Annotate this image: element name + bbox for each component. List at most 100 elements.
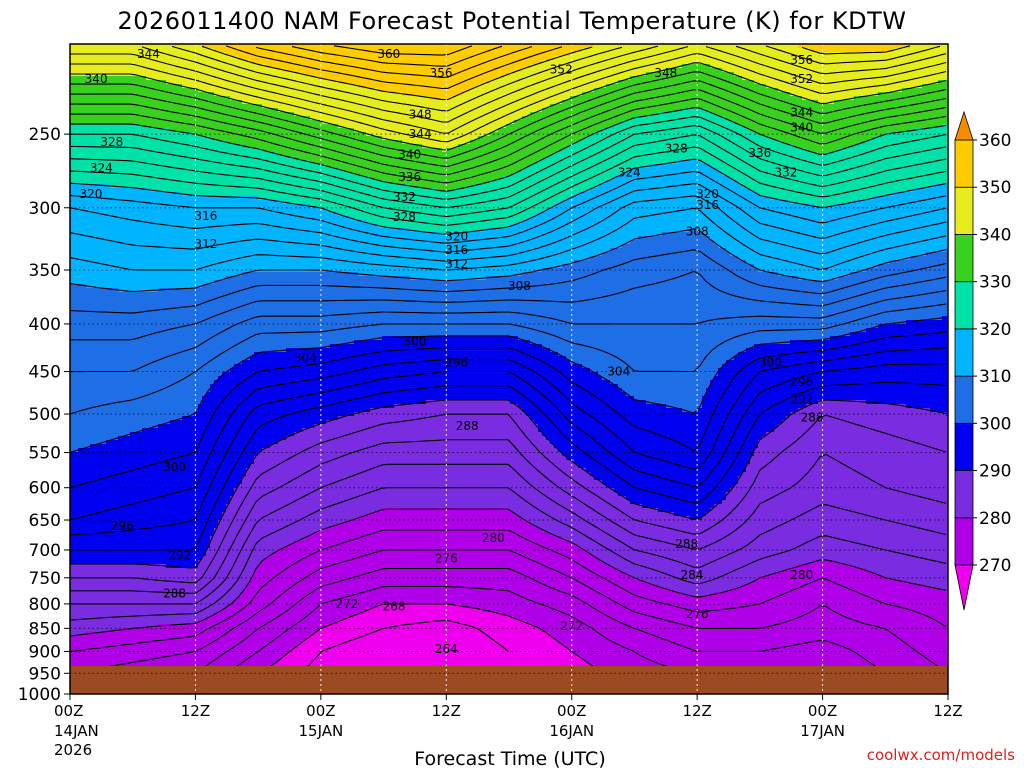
contour-label-43: 276: [686, 607, 709, 621]
contour-label-27: 280: [482, 531, 505, 545]
contour-label-10: 288: [163, 587, 186, 601]
contour-label-44: 356: [790, 53, 813, 67]
contour-label-45: 352: [790, 72, 813, 86]
contour-label-21: 312: [445, 257, 468, 271]
colorbar-label-320: 320: [979, 320, 1011, 340]
y-tick-label-950: 950: [29, 664, 61, 684]
grid-lines: [70, 44, 948, 695]
contour-278: [70, 529, 947, 653]
colorbar-segment-270: [954, 517, 974, 566]
contour-label-41: 288: [675, 537, 698, 551]
contour-label-23: 304: [294, 351, 317, 365]
colorbar-label-310: 310: [979, 367, 1011, 387]
contour-322: [70, 146, 947, 226]
x-tick-label-5: 12Z: [682, 702, 711, 720]
contour-label-17: 332: [393, 190, 416, 204]
contour-label-20: 316: [445, 243, 468, 257]
x-tick-day-6: 17JAN: [800, 722, 845, 740]
contour-label-38: 316: [696, 198, 719, 212]
colorbar-label-290: 290: [979, 462, 1011, 482]
y-tick-label-500: 500: [29, 405, 61, 425]
ground-terrain: [70, 666, 948, 694]
contour-342: [70, 53, 947, 143]
contour-340: [70, 62, 947, 151]
contour-350: [201, 45, 911, 101]
colorbar-label-280: 280: [979, 509, 1011, 529]
x-tick-label-4: 00Z: [557, 702, 586, 720]
contour-304: [70, 290, 947, 373]
contour-label-14: 344: [409, 127, 432, 141]
contour-330: [70, 107, 947, 192]
contour-354: [255, 46, 533, 78]
contour-316: [70, 183, 947, 253]
contour-label-3: 324: [90, 161, 113, 175]
colorbar-segment-330: [954, 234, 974, 283]
contour-352: [225, 45, 563, 90]
colorbar-segment-280: [954, 470, 974, 519]
x-tick-label-7: 12Z: [933, 702, 962, 720]
colorbar-segment-290: [954, 422, 974, 471]
contour-label-1: 340: [85, 72, 108, 86]
contour-label-34: 348: [654, 66, 677, 80]
contour-label-40: 304: [607, 365, 630, 379]
y-tick-label-750: 750: [29, 569, 61, 589]
contour-label-6: 312: [194, 237, 217, 251]
contour-label-12: 356: [430, 66, 453, 80]
contour-320: [70, 158, 947, 235]
colorbar-label-360: 360: [979, 131, 1011, 151]
y-tick-label-1000: 1000: [18, 685, 61, 705]
y-tick-label-250: 250: [29, 125, 61, 145]
contour-326: [70, 125, 947, 209]
colorbar-segment-350: [954, 139, 974, 188]
colorbar-segment-320: [954, 281, 974, 330]
x-tick-day-2: 15JAN: [298, 722, 343, 740]
contour-label-53: 288: [801, 410, 824, 424]
y-tick-label-800: 800: [29, 595, 61, 615]
contour-label-7: 300: [163, 460, 186, 474]
contour-label-50: 300: [759, 355, 782, 369]
x-tick-label-0: 00Z: [54, 702, 83, 720]
colorbar-label-300: 300: [979, 414, 1011, 434]
contour-328: [70, 116, 947, 200]
contour-label-39: 308: [686, 224, 709, 238]
y-tick-label-400: 400: [29, 315, 61, 335]
y-tick-label-900: 900: [29, 642, 61, 662]
contour-356: [291, 45, 503, 67]
contour-312: [70, 207, 947, 271]
contour-272: [236, 585, 668, 666]
colorbar-label-340: 340: [979, 225, 1011, 245]
x-tick-label-3: 12Z: [432, 702, 461, 720]
plot-frame: [69, 43, 949, 695]
contour-310: [70, 228, 947, 292]
colorbar-segment-300: [954, 375, 974, 424]
contour-280: [70, 508, 947, 637]
contour-274: [204, 567, 876, 666]
y-tick-label-350: 350: [29, 261, 61, 281]
contour-306: [70, 270, 947, 341]
contour-labels: 3443403283243203163123002962922883603563…: [79, 47, 823, 656]
contour-label-28: 276: [435, 552, 458, 566]
contour-label-22: 308: [508, 279, 531, 293]
contour-label-48: 336: [748, 146, 771, 160]
contour-label-54: 280: [790, 568, 813, 582]
y-tick-label-600: 600: [29, 479, 61, 499]
y-tick-label-850: 850: [29, 619, 61, 639]
y-axis: 250 300 350 400 450 500 550 600 650 700 750 800 850 9…: [18, 125, 70, 705]
contour-label-33: 352: [550, 62, 573, 76]
contour-label-46: 344: [790, 106, 813, 120]
contour-label-9: 292: [168, 549, 191, 563]
contour-314: [70, 195, 947, 262]
x-tick-label-2: 00Z: [306, 702, 335, 720]
contour-label-18: 328: [393, 210, 416, 224]
contour-label-30: 268: [383, 599, 406, 613]
colorbar-extend-bottom: [954, 564, 974, 611]
contour-284: [70, 463, 947, 605]
contour-label-52: 292: [790, 392, 813, 406]
contour-332: [70, 98, 947, 184]
contour-label-25: 296: [445, 355, 468, 369]
contour-308: [70, 249, 947, 314]
contour-358: [333, 45, 473, 56]
contour-290: [70, 399, 947, 569]
colorbar: 270 280 290 300 310 320 330 340 350 360: [954, 110, 1011, 611]
